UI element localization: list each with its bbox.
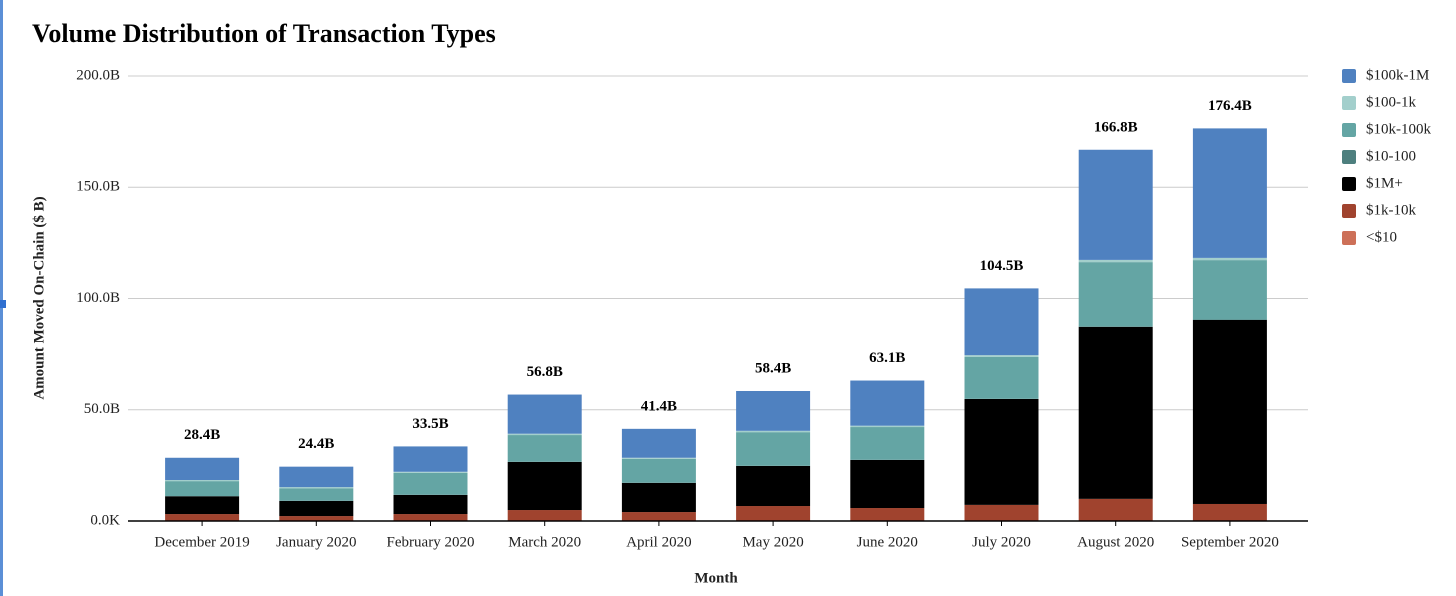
- bar-segment: [850, 508, 925, 521]
- bar-segment: [165, 514, 240, 521]
- legend-label: $10-100: [1366, 148, 1416, 164]
- page-edge-handle: [0, 300, 6, 308]
- bar-segment: [279, 488, 354, 501]
- legend-label: <$10: [1366, 229, 1397, 245]
- total-label: 104.5B: [980, 258, 1024, 274]
- total-label: 41.4B: [641, 398, 677, 414]
- y-tick-label: 150.0B: [76, 179, 120, 195]
- bar-segment: [621, 457, 696, 459]
- bar-segment: [850, 427, 925, 460]
- bar-segment: [621, 512, 696, 521]
- bar-segment: [964, 356, 1039, 399]
- legend-swatch: [1342, 204, 1356, 218]
- bar-segment: [279, 487, 354, 489]
- legend-label: $100k-1M: [1366, 67, 1429, 83]
- total-label: 33.5B: [412, 416, 448, 432]
- bar-segment: [964, 355, 1039, 357]
- x-tick-label: April 2020: [626, 534, 691, 550]
- x-tick-label: September 2020: [1181, 534, 1279, 550]
- legend-swatch: [1342, 177, 1356, 191]
- x-tick-label: June 2020: [857, 534, 918, 550]
- bar-segment: [736, 506, 811, 521]
- y-tick-label: 0.0K: [90, 512, 120, 528]
- bar-segment: [507, 435, 582, 462]
- x-tick-label: February 2020: [387, 534, 475, 550]
- bar-segment: [850, 459, 925, 509]
- bar-segment: [964, 398, 1039, 505]
- legend-swatch: [1342, 231, 1356, 245]
- legend-swatch: [1342, 69, 1356, 83]
- total-label: 28.4B: [184, 427, 220, 443]
- x-tick-label: August 2020: [1077, 534, 1154, 550]
- bar-segment: [736, 390, 811, 431]
- bar-segment: [507, 461, 582, 511]
- bar-segment: [507, 394, 582, 434]
- bar-segment: [279, 516, 354, 521]
- legend-swatch: [1342, 123, 1356, 137]
- total-label: 56.8B: [527, 364, 563, 380]
- bar-segment: [507, 433, 582, 436]
- bar-segment: [165, 496, 240, 515]
- bar-segment: [1078, 262, 1153, 327]
- chart-title: Volume Distribution of Transaction Types: [32, 19, 496, 48]
- legend-label: $1k-10k: [1366, 202, 1416, 218]
- y-tick-label: 200.0B: [76, 67, 120, 83]
- bar-segment: [621, 458, 696, 483]
- bar-segment: [1192, 128, 1267, 258]
- legend-label: $1M+: [1366, 175, 1403, 191]
- bar-segment: [1192, 260, 1267, 320]
- bar-segment: [736, 432, 811, 466]
- x-tick-label: May 2020: [742, 534, 803, 550]
- x-tick-label: January 2020: [276, 534, 356, 550]
- bar-segment: [393, 471, 468, 473]
- bar-segment: [1192, 257, 1267, 261]
- bar-segment: [279, 500, 354, 517]
- y-tick-label: 100.0B: [76, 290, 120, 306]
- bar-segment: [621, 428, 696, 458]
- bar-segment: [507, 510, 582, 521]
- bar-segment: [393, 446, 468, 472]
- x-tick-label: March 2020: [508, 534, 581, 550]
- bar-segment: [621, 482, 696, 513]
- y-axis-title: Amount Moved On-Chain ($ B): [31, 196, 47, 399]
- x-axis-title: Month: [694, 570, 738, 586]
- total-label: 176.4B: [1208, 98, 1252, 114]
- bar-segment: [964, 288, 1039, 356]
- bar-segment: [165, 480, 240, 482]
- bar-segment: [393, 514, 468, 521]
- total-label: 63.1B: [869, 350, 905, 366]
- bar-segment: [1192, 503, 1267, 521]
- total-label: 24.4B: [298, 436, 334, 452]
- bar-segment: [393, 472, 468, 495]
- bar-segment: [393, 494, 468, 515]
- bar-segment: [1078, 149, 1153, 260]
- legend-label: $10k-100k: [1366, 121, 1431, 137]
- y-tick-label: 50.0B: [84, 401, 120, 417]
- bar-segment: [279, 466, 354, 488]
- bar-segment: [850, 425, 925, 428]
- bar-segment: [1078, 326, 1153, 499]
- legend-swatch: [1342, 96, 1356, 110]
- bar-segment: [964, 504, 1039, 521]
- bar-segment: [736, 430, 811, 433]
- x-tick-label: December 2019: [154, 534, 249, 550]
- x-tick-label: July 2020: [972, 534, 1031, 550]
- bar-segment: [165, 481, 240, 497]
- legend-swatch: [1342, 150, 1356, 164]
- page-edge: [0, 0, 3, 596]
- total-label: 58.4B: [755, 360, 791, 376]
- bar-segment: [1078, 259, 1153, 263]
- bar-segment: [736, 465, 811, 507]
- bar-segment: [165, 457, 240, 481]
- legend-label: $100-1k: [1366, 94, 1416, 110]
- bar-segment: [1078, 498, 1153, 521]
- total-label: 166.8B: [1094, 119, 1138, 135]
- bar-segment: [1192, 319, 1267, 504]
- bar-segment: [850, 380, 925, 426]
